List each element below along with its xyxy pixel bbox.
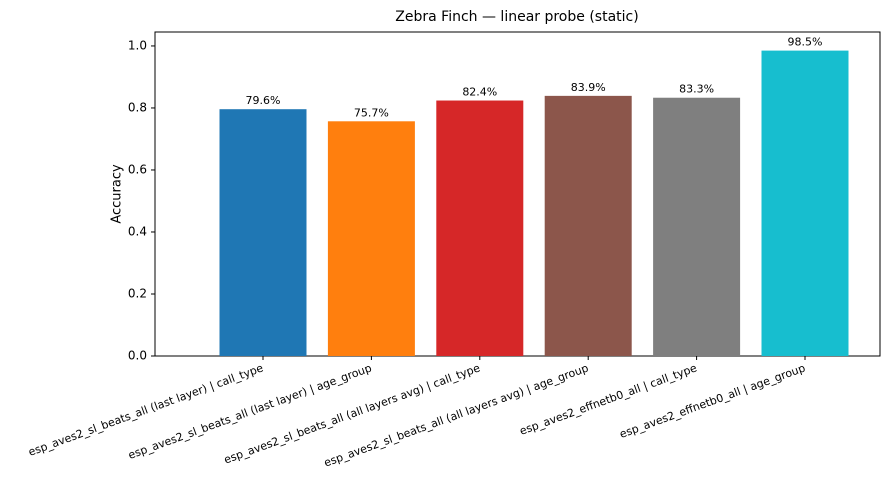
value-label: 83.3% (679, 83, 714, 96)
y-axis-label: Accuracy (110, 164, 125, 224)
bar (436, 100, 524, 357)
chart-title: Zebra Finch — linear probe (static) (395, 9, 638, 25)
bar (219, 109, 307, 357)
y-tick-label: 0.2 (128, 286, 147, 300)
value-label: 82.4% (462, 86, 497, 99)
value-label: 83.9% (571, 81, 606, 94)
value-label: 79.6% (246, 94, 281, 107)
value-label: 75.7% (354, 106, 389, 119)
x-tick-label: esp_aves2_effnetb0_all | call_type (518, 361, 699, 437)
y-tick-label: 0.8 (128, 100, 147, 114)
y-tick-label: 0.0 (128, 349, 147, 363)
x-tick-label: esp_aves2_effnetb0_all | age_group (618, 361, 807, 440)
bar (761, 50, 849, 356)
bar (653, 97, 741, 357)
y-tick-label: 0.4 (128, 224, 147, 238)
bar (327, 121, 415, 356)
y-tick-label: 1.0 (128, 38, 147, 52)
value-label: 98.5% (788, 36, 823, 49)
y-tick-label: 0.6 (128, 162, 147, 176)
bar (544, 95, 632, 356)
